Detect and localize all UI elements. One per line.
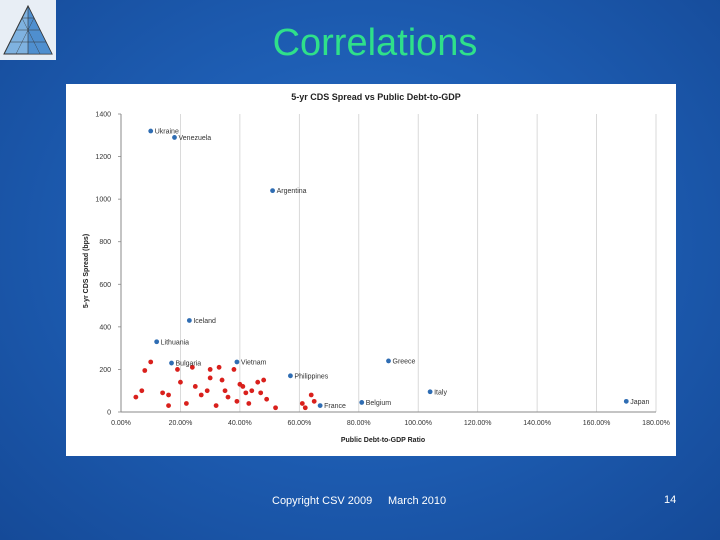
data-point-unlabeled — [261, 377, 267, 383]
data-point-unlabeled — [189, 364, 195, 370]
y-tick-label: 1000 — [95, 197, 111, 204]
data-point-unlabeled — [213, 403, 219, 409]
footer-date: March 2010 — [388, 495, 447, 507]
data-point-unlabeled — [139, 388, 145, 394]
data-point-unlabeled — [175, 367, 180, 372]
y-tick-label: 1200 — [95, 154, 111, 161]
data-point-label: Iceland — [193, 318, 216, 325]
data-point-labeled — [288, 373, 293, 379]
x-tick-label: 180.00% — [642, 420, 670, 427]
data-point-unlabeled — [273, 405, 278, 411]
y-tick-label: 600 — [99, 282, 111, 289]
scatter-chart: 5-yr CDS Spread vs Public Debt-to-GDP 0.… — [83, 92, 670, 444]
data-point-unlabeled — [133, 394, 139, 400]
data-point-unlabeled — [160, 390, 166, 396]
data-point-unlabeled — [166, 403, 171, 409]
data-point-unlabeled — [207, 367, 213, 372]
data-point-unlabeled — [311, 398, 317, 404]
data-point-label: Argentina — [277, 188, 307, 195]
data-point-unlabeled — [234, 398, 240, 404]
slide-title: Correlations — [272, 22, 478, 64]
data-point-labeled — [386, 358, 391, 364]
y-tick-label: 0 — [107, 410, 111, 417]
x-tick-label: 120.00% — [464, 420, 492, 427]
data-point-labeled — [270, 188, 275, 194]
x-tick-label: 20.00% — [169, 420, 193, 427]
y-tick-label: 800 — [99, 239, 111, 246]
data-point-label: Belgium — [366, 400, 391, 407]
data-point-labeled — [154, 339, 160, 345]
logo-icon — [0, 0, 56, 60]
data-point-labeled — [234, 359, 240, 365]
data-point-unlabeled — [192, 384, 198, 389]
x-tick-label: 60.00% — [287, 420, 311, 427]
data-point-unlabeled — [204, 388, 210, 394]
data-point-unlabeled — [231, 367, 237, 372]
data-point-unlabeled — [178, 379, 183, 385]
y-tick-label: 400 — [99, 324, 111, 331]
data-point-unlabeled — [240, 384, 246, 389]
data-point-labeled — [169, 360, 174, 366]
data-point-label: Philippines — [294, 373, 328, 380]
data-point-unlabeled — [264, 396, 270, 402]
data-point-label: Ukraine — [155, 129, 179, 136]
data-point-unlabeled — [225, 394, 231, 400]
data-point-labeled — [317, 403, 323, 409]
data-point-unlabeled — [302, 405, 308, 411]
data-point-labeled — [427, 389, 433, 395]
x-tick-label: 80.00% — [347, 420, 371, 427]
data-point-unlabeled — [308, 392, 314, 398]
data-point-unlabeled — [222, 388, 228, 394]
y-axis-title: 5-yr CDS Spread (bps) — [83, 234, 90, 308]
data-point-label: France — [324, 403, 346, 410]
x-tick-label: 160.00% — [583, 420, 611, 427]
data-point-label: Greece — [393, 358, 416, 365]
data-point-unlabeled — [207, 375, 213, 381]
data-point-label: Bulgaria — [176, 361, 202, 368]
page-number: 14 — [664, 494, 677, 506]
data-point-unlabeled — [166, 392, 171, 398]
data-point-unlabeled — [255, 379, 261, 385]
data-point-label: Italy — [434, 389, 447, 396]
data-point-unlabeled — [249, 388, 255, 394]
data-point-label: Lithuania — [161, 339, 190, 346]
data-point-labeled — [186, 318, 192, 323]
data-point-labeled — [623, 398, 629, 404]
x-axis-title: Public Debt-to-GDP Ratio — [341, 437, 425, 444]
footer-copyright: Copyright CSV 2009 — [272, 495, 373, 507]
x-tick-label: 140.00% — [523, 420, 551, 427]
data-point-unlabeled — [148, 359, 154, 365]
data-point-labeled — [148, 128, 154, 134]
data-point-unlabeled — [258, 390, 264, 396]
chart-title: 5-yr CDS Spread vs Public Debt-to-GDP — [291, 92, 461, 102]
data-point-label: Venezuela — [179, 135, 212, 142]
x-tick-label: 100.00% — [404, 420, 432, 427]
data-point-labeled — [359, 400, 365, 405]
data-point-unlabeled — [198, 392, 204, 398]
data-point-labeled — [172, 135, 177, 140]
data-point-unlabeled — [219, 377, 225, 383]
chart-panel: 5-yr CDS Spread vs Public Debt-to-GDP 0.… — [66, 84, 676, 456]
data-point-unlabeled — [183, 401, 189, 406]
data-point-label: Vietnam — [241, 359, 267, 366]
x-tick-label: 40.00% — [228, 420, 252, 427]
y-tick-label: 1400 — [95, 112, 111, 119]
data-point-unlabeled — [142, 368, 148, 373]
x-tick-label: 0.00% — [111, 420, 131, 427]
y-tick-label: 200 — [99, 367, 111, 374]
data-point-unlabeled — [216, 364, 222, 370]
data-point-unlabeled — [246, 401, 252, 406]
data-point-unlabeled — [243, 390, 249, 396]
data-point-label: Japan — [630, 399, 649, 406]
data-point-unlabeled — [299, 401, 305, 406]
